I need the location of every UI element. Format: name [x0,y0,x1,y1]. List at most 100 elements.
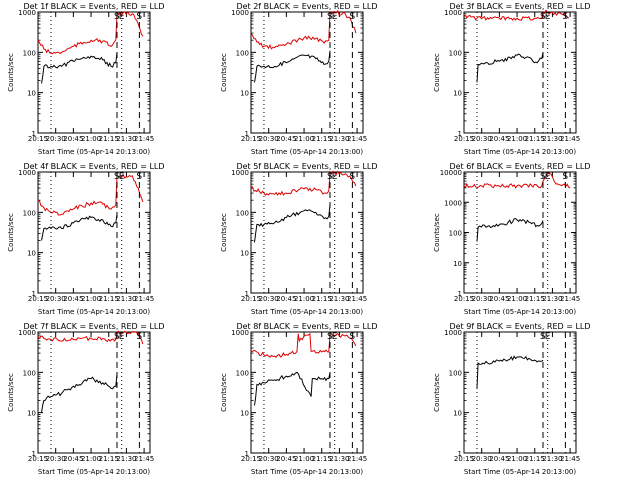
y-tick-label: 100 [236,369,249,377]
events-series-line [254,205,331,243]
x-tick-label: 20:45 [489,135,509,143]
y-tick-label: 10 [453,90,462,98]
x-tick-label: 20:15 [241,135,261,143]
y-tick-label: 1 [32,450,36,458]
x-tick-label: 21:30 [542,295,562,303]
x-tick-label: 21:30 [116,135,136,143]
events-series-line [41,214,118,241]
marker-label: S [114,332,120,342]
panel-title: Det 5f BLACK = Events, RED = LLD [236,162,377,171]
detector-panel: Det 6f BLACK = Events, RED = LLD Counts/s… [433,162,591,316]
y-tick-label: 1 [245,290,249,298]
detector-panel: Det 1f BLACK = Events, RED = LLD Counts/s… [7,2,165,156]
detector-panel: Det 8f BLACK = Events, RED = LLD Counts/s… [220,322,378,476]
x-tick-label: 21:00 [294,455,314,463]
detector-panel: Det 3f BLACK = Events, RED = LLD Counts/s… [433,2,591,156]
marker-label: S [349,172,355,182]
plot-frame [463,171,577,294]
y-tick-label: 1 [245,450,249,458]
marker-label: S [327,172,333,182]
panel-title: Det 7f BLACK = Events, RED = LLD [23,322,164,331]
detector-panel: Det 9f BLACK = Events, RED = LLD Counts/s… [433,322,591,476]
x-tick-label: 20:15 [241,295,261,303]
y-tick-label: 1 [458,450,462,458]
lld-series-line [37,173,144,216]
plot-frame [37,171,151,294]
marker-label: E [545,332,551,342]
x-tick-label: 21:15 [525,295,545,303]
lld-series-line [250,10,357,50]
y-tick-label: 1000 [444,329,462,337]
marker-label: E [119,12,125,22]
x-tick-label: 20:30 [46,455,66,463]
y-tick-label: 10 [240,410,249,418]
x-tick-label: 21:00 [294,295,314,303]
y-tick-label: 10000 [440,169,462,177]
panel-title: Det 9f BLACK = Events, RED = LLD [449,322,590,331]
x-tick-label: 20:15 [454,295,474,303]
plot-frame [250,11,364,134]
panel-title: Det 8f BLACK = Events, RED = LLD [236,322,377,331]
events-series-line [254,50,331,83]
y-axis-label: Counts/sec [433,53,441,92]
y-tick-label: 10 [27,90,36,98]
x-tick-label: 20:45 [63,295,83,303]
panel-title: Det 4f BLACK = Events, RED = LLD [23,162,164,171]
x-tick-label: 21:00 [507,455,527,463]
detector-panel: Det 2f BLACK = Events, RED = LLD Counts/s… [220,2,378,156]
x-tick-label: 20:45 [276,135,296,143]
x-tick-label: 20:30 [472,295,492,303]
marker-label: S [136,12,142,22]
x-tick-label: 20:15 [454,135,474,143]
x-tick-label: 21:45 [560,135,580,143]
y-tick-label: 100 [236,49,249,57]
x-tick-label: 20:30 [46,135,66,143]
y-tick-label: 1000 [444,9,462,17]
x-tick-label: 21:00 [294,135,314,143]
marker-label: E [119,172,125,182]
x-tick-label: 21:30 [329,135,349,143]
y-tick-label: 10 [240,90,249,98]
x-axis-label: Start Time (05-Apr-14 20:13:00) [251,468,363,476]
detector-panel: Det 4f BLACK = Events, RED = LLD Counts/s… [7,162,165,316]
marker-label: E [545,12,551,22]
marker-label: S [349,332,355,342]
plot-frame [250,171,364,294]
x-tick-label: 21:45 [134,295,154,303]
y-tick-label: 100 [236,209,249,217]
y-tick-label: 100 [449,369,462,377]
x-tick-label: 20:15 [241,455,261,463]
x-axis-label: Start Time (05-Apr-14 20:13:00) [38,468,150,476]
y-tick-label: 1 [458,290,462,298]
detector-panel: Det 7f BLACK = Events, RED = LLD Counts/s… [7,322,165,476]
x-tick-label: 21:30 [542,455,562,463]
events-series-line [254,371,331,406]
y-axis-label: Counts/sec [220,53,228,92]
marker-label: S [136,332,142,342]
x-tick-label: 21:30 [116,455,136,463]
y-axis-label: Counts/sec [7,373,15,412]
marker-label: S [327,332,333,342]
y-axis-label: Counts/sec [7,213,15,252]
y-tick-label: 100 [23,209,36,217]
y-tick-label: 1000 [231,329,249,337]
x-tick-label: 20:30 [472,455,492,463]
lld-series-line [463,172,571,189]
y-tick-label: 1000 [18,329,36,337]
marker-label: S [540,12,546,22]
y-tick-label: 1000 [231,9,249,17]
x-tick-label: 20:30 [259,135,279,143]
x-tick-label: 21:15 [312,295,332,303]
x-tick-label: 20:30 [259,295,279,303]
plot-frame [37,11,151,134]
y-tick-label: 100 [449,230,462,238]
x-tick-label: 21:45 [134,135,154,143]
y-tick-label: 1 [245,130,249,138]
x-tick-label: 20:15 [28,295,48,303]
marker-label: E [545,172,551,182]
x-tick-label: 20:45 [63,455,83,463]
x-tick-label: 20:30 [472,135,492,143]
marker-label: S [540,172,546,182]
marker-label: E [332,12,338,22]
x-tick-label: 20:45 [276,295,296,303]
